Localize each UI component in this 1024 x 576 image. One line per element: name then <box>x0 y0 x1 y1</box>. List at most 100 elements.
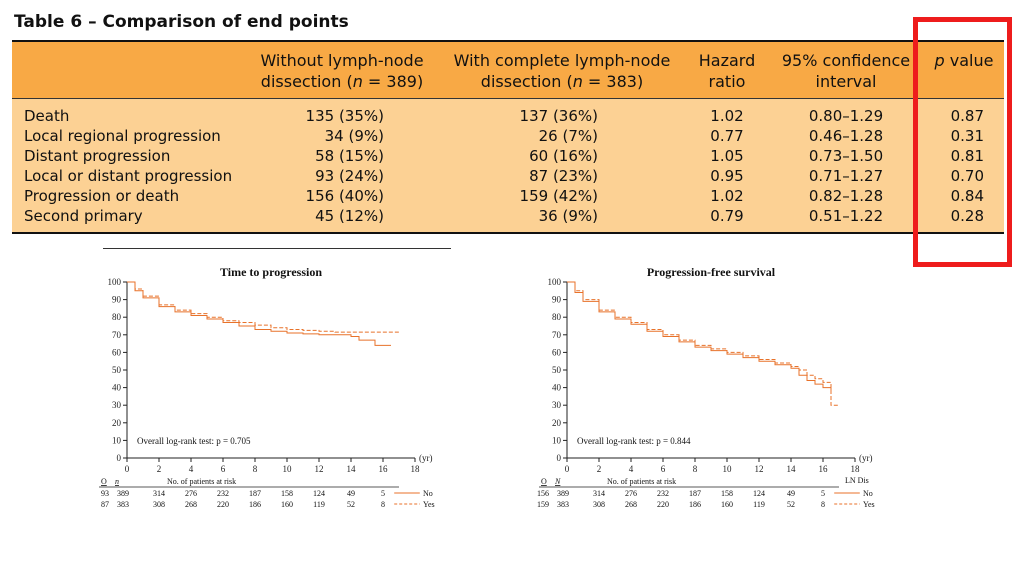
table-row: Local regional progression 34 (9%) 26 (7%)… <box>12 127 1004 147</box>
chart-title: Progression-free survival <box>647 265 776 279</box>
table-row: Death 135 (35%) 137 (36%) 1.02 0.80–1.29 0.87 <box>12 107 1004 127</box>
x-tick-label: 4 <box>189 464 194 474</box>
header-p-text: value <box>944 51 994 70</box>
risk-at-risk-value: 276 <box>185 489 197 498</box>
risk-at-risk-value: 187 <box>689 489 701 498</box>
cell-with: 60 (16%) <box>529 147 598 165</box>
risk-o-value: 93 <box>101 489 109 498</box>
header-without-count: = 389) <box>362 72 424 91</box>
header-with-count: = 383) <box>582 72 644 91</box>
risk-at-risk-value: 268 <box>185 500 197 509</box>
cell-p: 0.70 <box>950 167 984 185</box>
y-tick-label: 30 <box>552 400 562 410</box>
risk-at-risk-value: 8 <box>821 500 825 509</box>
risk-at-risk-value: 158 <box>281 489 293 498</box>
risk-o-value: 87 <box>101 500 109 509</box>
cell-ci: 0.71–1.27 <box>808 167 884 185</box>
header-p-line: p value <box>924 50 1004 71</box>
cell-p: 0.84 <box>950 187 984 205</box>
cell-with: 159 (42%) <box>519 187 598 205</box>
risk-legend-label: Yes <box>423 500 435 509</box>
risk-at-risk-value: 220 <box>657 500 669 509</box>
header-with-line1: With complete lymph-node <box>453 51 671 70</box>
risk-at-risk-value: 186 <box>249 500 261 509</box>
header-without-text: dissection ( <box>260 72 353 91</box>
p-value-highlight-box <box>913 17 1012 267</box>
cell-hr: 0.77 <box>710 127 744 145</box>
table-title: Table 6 – Comparison of end points <box>14 12 349 32</box>
x-tick-label: 16 <box>819 464 829 474</box>
y-tick-label: 0 <box>117 453 122 463</box>
risk-n-value: 383 <box>117 500 129 509</box>
header-hazard-line1: Hazard <box>698 51 756 70</box>
cell-label: Death <box>24 107 70 125</box>
risk-at-risk-value: 232 <box>657 489 669 498</box>
y-tick-label: 90 <box>552 295 562 305</box>
risk-caption: No. of patients at risk <box>167 477 236 486</box>
risk-at-risk-value: 220 <box>217 500 229 509</box>
x-tick-label: 6 <box>661 464 666 474</box>
table-row: Second primary 45 (12%) 36 (9%) 0.79 0.51–1.… <box>12 207 1004 227</box>
risk-at-risk-value: 276 <box>625 489 637 498</box>
y-tick-label: 70 <box>112 330 122 340</box>
cell-hr: 1.05 <box>710 147 744 165</box>
cell-p: 0.31 <box>950 127 984 145</box>
x-tick-label: 12 <box>315 464 324 474</box>
risk-at-risk-value: 49 <box>787 489 795 498</box>
header-with-line2: dissection (n = 383) <box>442 71 682 92</box>
x-axis-label: (yr) <box>419 453 433 463</box>
risk-at-risk-value: 160 <box>281 500 293 509</box>
table-row: Progression or death 156 (40%) 159 (42%) 1.… <box>12 187 1004 207</box>
x-tick-label: 14 <box>787 464 797 474</box>
x-tick-label: 8 <box>253 464 258 474</box>
risk-at-risk-value: 308 <box>593 500 605 509</box>
cell-without: 93 (24%) <box>315 167 384 185</box>
y-tick-label: 100 <box>108 277 122 287</box>
risk-legend-label: No <box>423 489 433 498</box>
table-row: Local or distant progression 93 (24%) 87 (… <box>12 167 1004 187</box>
risk-at-risk-value: 186 <box>689 500 701 509</box>
y-tick-label: 90 <box>112 295 122 305</box>
risk-at-risk-value: 187 <box>249 489 261 498</box>
chart-title: Time to progression <box>220 265 322 279</box>
log-rank-annotation: Overall log-rank test: p = 0.844 <box>577 436 691 446</box>
risk-at-risk-value: 124 <box>313 489 325 498</box>
cell-without: 58 (15%) <box>315 147 384 165</box>
risk-at-risk-value: 5 <box>381 489 385 498</box>
cell-hr: 0.79 <box>710 207 744 225</box>
x-tick-label: 18 <box>851 464 861 474</box>
x-tick-label: 8 <box>693 464 698 474</box>
risk-o-value: 159 <box>537 500 549 509</box>
cell-hr: 1.02 <box>710 187 744 205</box>
cell-with: 87 (23%) <box>529 167 598 185</box>
risk-at-risk-value: 52 <box>787 500 795 509</box>
x-tick-label: 0 <box>125 464 130 474</box>
risk-header-o: O <box>541 477 547 486</box>
x-axis-label: (yr) <box>859 453 873 463</box>
x-tick-label: 10 <box>283 464 293 474</box>
header-p-italic: p <box>934 51 945 70</box>
y-tick-label: 0 <box>557 453 562 463</box>
x-tick-label: 16 <box>379 464 389 474</box>
cell-without: 135 (35%) <box>305 107 384 125</box>
y-tick-label: 70 <box>552 330 562 340</box>
cell-ci: 0.82–1.28 <box>808 187 884 205</box>
cell-without: 45 (12%) <box>315 207 384 225</box>
series-yes-curve <box>127 281 399 333</box>
header-ci-line2: interval <box>815 72 877 91</box>
risk-at-risk-value: 314 <box>153 489 165 498</box>
x-tick-label: 10 <box>723 464 733 474</box>
table-row: Distant progression 58 (15%) 60 (16%) 1.05 0… <box>12 147 1004 167</box>
risk-n-value: 389 <box>117 489 129 498</box>
cell-without: 156 (40%) <box>305 187 384 205</box>
header-without: Without lymph-node dissection (n = 389) <box>252 50 432 92</box>
risk-at-risk-value: 308 <box>153 500 165 509</box>
cell-hr: 1.02 <box>710 107 744 125</box>
cell-p: 0.87 <box>950 107 984 125</box>
risk-legend-label: No <box>863 489 873 498</box>
series-no-curve <box>567 281 832 392</box>
x-tick-label: 4 <box>629 464 634 474</box>
time-to-progression-chart: Time to progression010203040506070809010… <box>99 265 435 509</box>
risk-at-risk-value: 158 <box>721 489 733 498</box>
x-tick-label: 0 <box>565 464 570 474</box>
